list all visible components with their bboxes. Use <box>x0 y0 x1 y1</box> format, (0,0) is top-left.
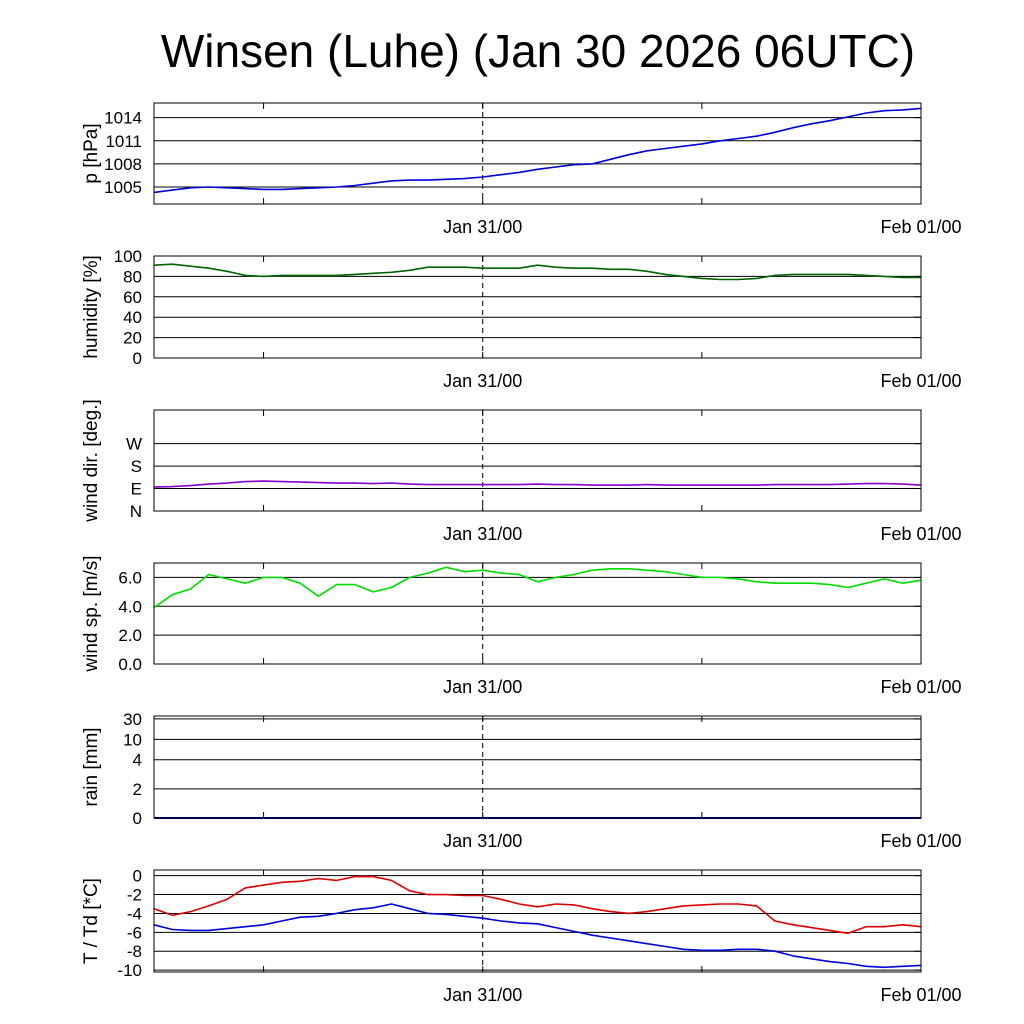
x-tick-label: Jan 31/00 <box>443 524 522 544</box>
y-tick-label: 20 <box>123 329 142 348</box>
series-line-pressure <box>153 107 922 194</box>
x-tick-label: Jan 31/00 <box>443 831 522 851</box>
y-tick-label: -2 <box>127 886 142 905</box>
panel-frame <box>153 562 922 665</box>
y-tick-label: 4 <box>133 751 142 770</box>
series-line-wind-direction <box>153 480 922 488</box>
y-tick-label: 100 <box>114 247 142 266</box>
y-tick-label: 1005 <box>104 178 142 197</box>
y-tick-label: 6.0 <box>118 568 142 587</box>
y-tick-label: 1008 <box>104 155 142 174</box>
y-tick-label: 0 <box>133 809 142 828</box>
wind-speed-panel: 0.0 2.0 4.0 6.0 wind sp. [m/s] Jan 31/00 Feb 0… <box>81 555 962 697</box>
x-tick-label: Jan 31/00 <box>443 677 522 697</box>
y-axis-label: rain [mm] <box>81 727 102 806</box>
x-tick-label: Jan 31/00 <box>443 217 522 237</box>
y-tick-label: 30 <box>123 710 142 729</box>
panel-frame <box>153 255 922 359</box>
y-tick-label: 60 <box>123 288 142 307</box>
y-tick-label: 2.0 <box>118 626 142 645</box>
y-tick-label: 4.0 <box>118 597 142 616</box>
y-axis-label: wind sp. [m/s] <box>81 555 102 672</box>
y-axis-label: humidity [%] <box>81 255 102 358</box>
x-tick-label: Feb 01/00 <box>880 371 961 391</box>
series-line-td <box>153 903 922 969</box>
y-tick-label: -10 <box>117 961 142 980</box>
x-tick-label: Feb 01/00 <box>880 524 961 544</box>
y-tick-label: N <box>130 502 142 521</box>
y-tick-label: S <box>131 457 142 476</box>
y-tick-label: W <box>126 435 142 454</box>
series-line-t <box>153 875 922 935</box>
y-axis-label: wind dir. [deg.] <box>81 399 102 523</box>
y-tick-label: E <box>131 480 142 499</box>
y-axis-label: p [hPa] <box>81 123 102 183</box>
y-tick-label: 0 <box>133 867 142 886</box>
x-tick-label: Feb 01/00 <box>880 677 961 697</box>
y-tick-label: 80 <box>123 267 142 286</box>
x-tick-label: Jan 31/00 <box>443 371 522 391</box>
x-tick-label: Feb 01/00 <box>880 831 961 851</box>
panel-frame <box>153 102 922 205</box>
y-tick-label: -8 <box>127 942 142 961</box>
y-tick-label: -4 <box>127 904 142 923</box>
y-tick-label: 2 <box>133 780 142 799</box>
y-tick-label: -6 <box>127 923 142 942</box>
chart-title: Winsen (Luhe) (Jan 30 2026 06UTC) <box>160 25 916 77</box>
panel-frame <box>153 869 922 973</box>
y-tick-label: 0 <box>133 349 142 368</box>
panel-frame <box>153 715 922 819</box>
y-tick-label: 0.0 <box>118 655 142 674</box>
y-tick-label: 1011 <box>105 132 142 151</box>
y-tick-label: 40 <box>123 308 142 327</box>
x-tick-label: Feb 01/00 <box>880 985 961 1005</box>
temperature-panel: 0-2-4-6-8-10 T / Td [*C] Jan 31/00 Feb 01/0… <box>81 867 962 1005</box>
y-axis-label: T / Td [*C] <box>81 878 102 964</box>
x-tick-label: Feb 01/00 <box>880 217 961 237</box>
panel-frame <box>153 409 922 512</box>
y-tick-label: 1014 <box>104 109 142 128</box>
y-tick-label: 10 <box>123 730 142 749</box>
x-tick-label: Jan 31/00 <box>443 985 522 1005</box>
series-line-wind-speed <box>153 566 922 609</box>
series-line-humidity <box>153 263 921 281</box>
